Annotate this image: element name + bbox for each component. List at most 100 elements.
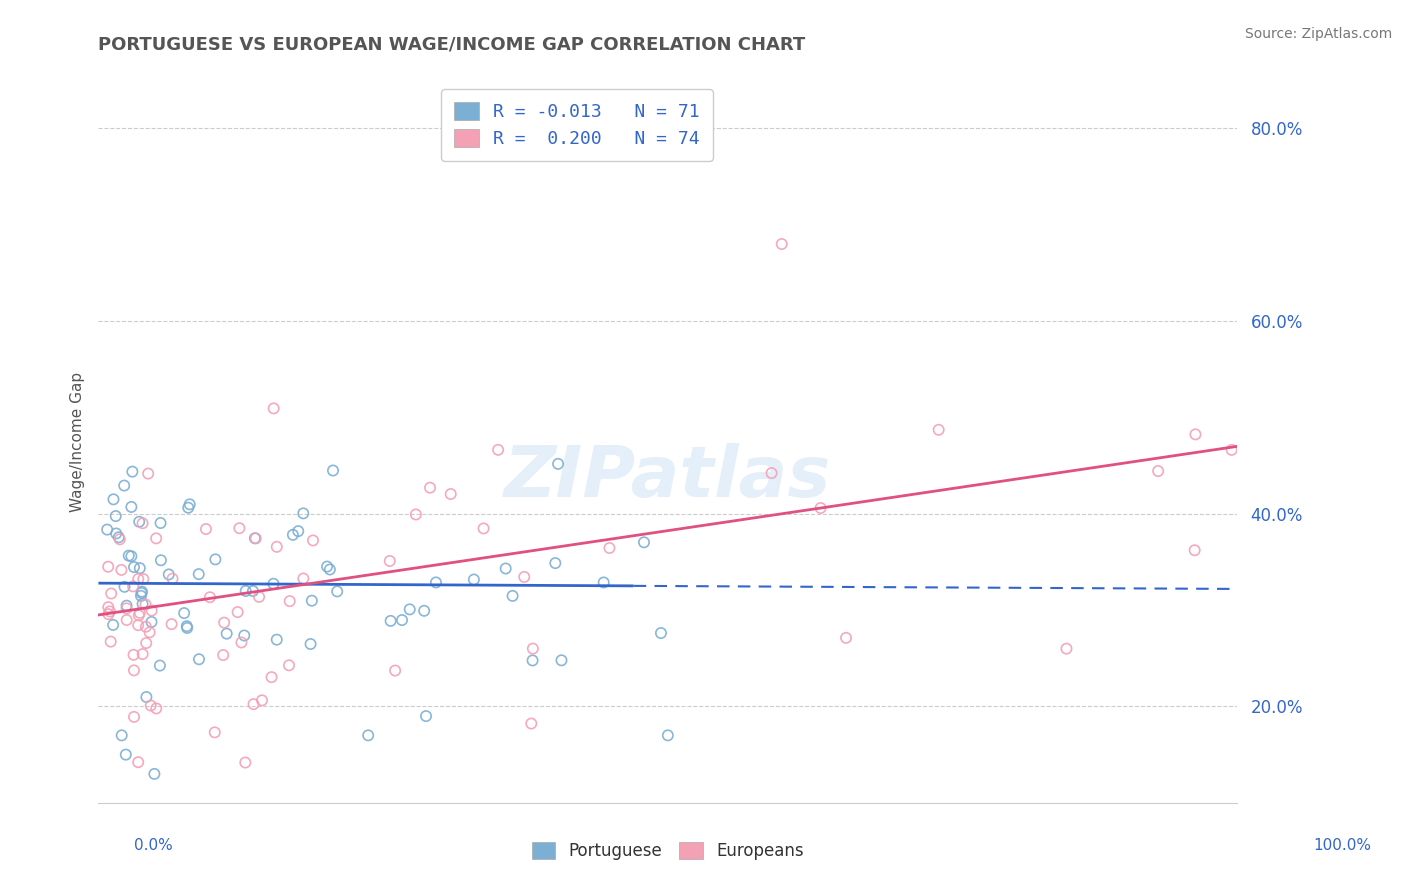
Point [157,567,180,582]
Point [212,615,235,630]
Point [419,481,441,495]
Point [520,716,543,731]
Point [112,478,135,492]
Point [287,524,309,538]
Point [122,579,145,593]
Point [98,604,121,618]
Point [121,465,143,479]
Point [278,658,301,673]
Point [425,575,447,590]
Point [263,576,285,591]
Point [100,586,122,600]
Point [145,532,167,546]
Point [835,631,858,645]
Point [472,521,495,535]
Point [139,698,162,713]
Point [187,567,209,582]
Point [115,613,138,627]
Point [278,594,301,608]
Point [260,670,283,684]
Point [128,608,150,623]
Point [198,591,221,605]
Point [118,549,141,563]
Point [122,648,145,662]
Point [104,509,127,524]
Point [110,563,132,577]
Point [212,648,235,662]
Point [547,457,569,471]
Point [226,605,249,619]
Point [173,606,195,620]
Point [111,728,134,742]
Point [266,540,288,554]
Point [149,516,172,530]
Point [231,635,253,649]
Point [413,604,436,618]
Point [204,552,226,566]
Point [357,728,380,742]
Point [131,597,153,611]
Point [292,572,315,586]
Point [550,653,572,667]
Point [122,560,145,574]
Text: ZIPatlas: ZIPatlas [505,443,831,512]
Point [143,767,166,781]
Point [131,586,153,600]
Point [160,617,183,632]
Point [440,487,463,501]
Point [127,618,149,632]
Point [242,584,264,599]
Point [1184,427,1206,442]
Point [247,590,270,604]
Point [204,725,226,739]
Point [322,463,344,477]
Point [770,237,793,252]
Point [301,593,323,607]
Point [502,589,524,603]
Point [378,554,401,568]
Point [114,747,136,762]
Point [522,641,544,656]
Point [319,562,342,576]
Point [101,618,124,632]
Point [215,626,238,640]
Point [179,497,201,511]
Point [134,598,156,612]
Point [176,621,198,635]
Point [761,466,783,480]
Point [115,601,138,615]
Point [194,522,217,536]
Point [141,603,163,617]
Point [598,541,620,555]
Point [242,697,264,711]
Point [145,701,167,715]
Point [135,690,157,704]
Point [522,653,544,667]
Point [135,636,157,650]
Point [128,606,150,620]
Point [405,508,427,522]
Point [122,664,145,678]
Point [415,709,437,723]
Point [97,559,120,574]
Point [398,602,420,616]
Point [544,556,567,570]
Text: Source: ZipAtlas.com: Source: ZipAtlas.com [1244,27,1392,41]
Point [107,530,129,544]
Point [326,584,349,599]
Point [1054,641,1078,656]
Text: 100.0%: 100.0% [1313,838,1371,854]
Point [162,572,184,586]
Point [1184,543,1206,558]
Point [263,401,285,416]
Point [292,507,315,521]
Point [138,625,160,640]
Point [122,710,145,724]
Point [127,572,149,586]
Point [592,575,614,590]
Point [105,526,128,541]
Point [650,626,672,640]
Point [132,572,155,586]
Point [188,652,211,666]
Point [633,535,655,549]
